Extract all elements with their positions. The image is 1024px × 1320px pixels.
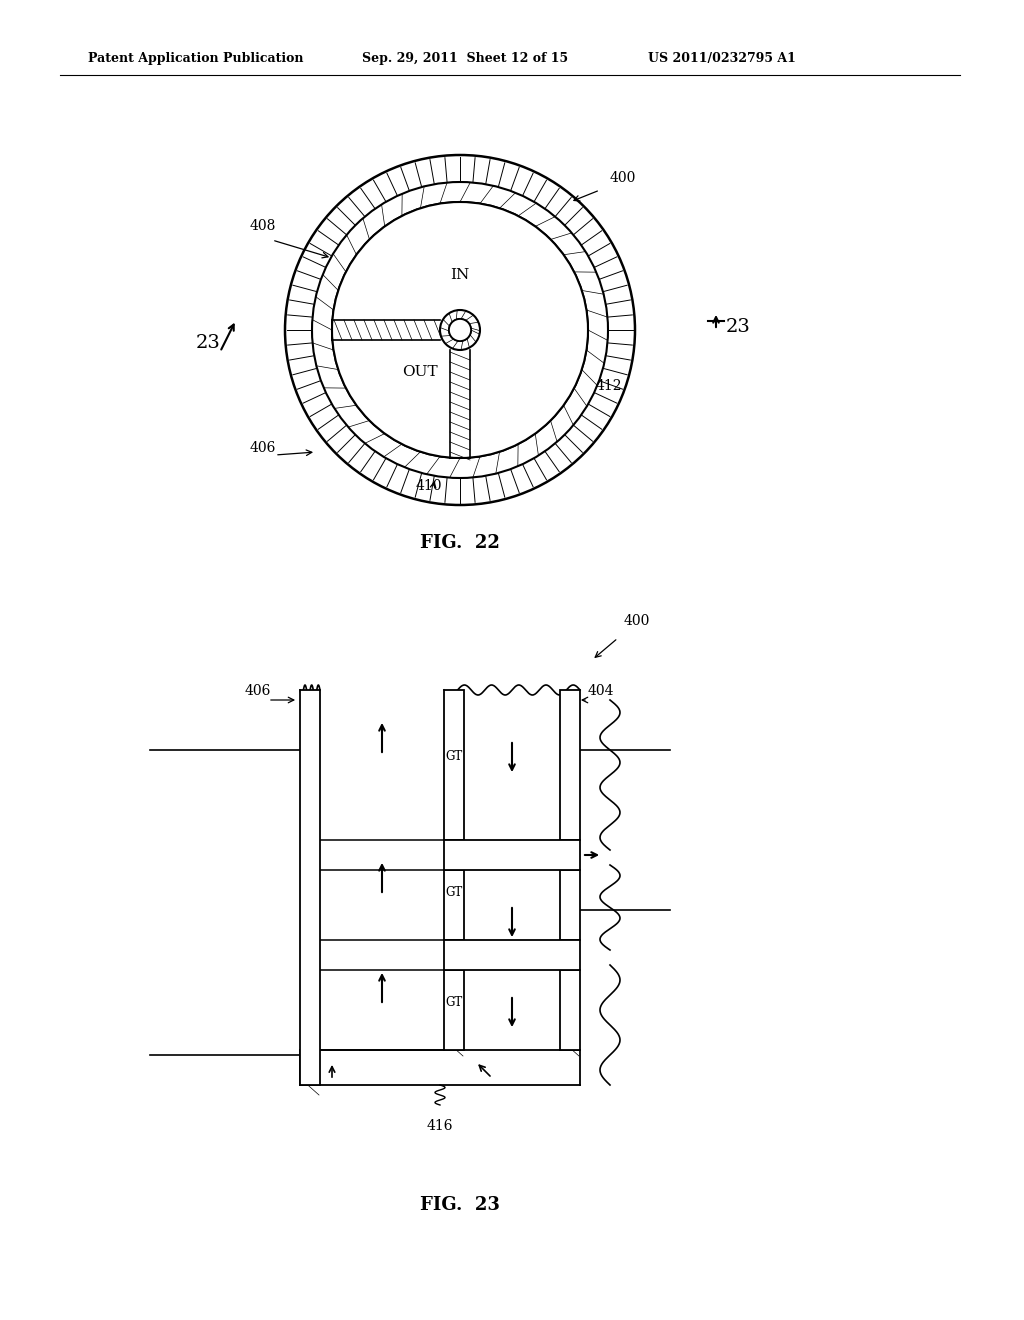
Bar xyxy=(560,870,580,940)
Text: 400: 400 xyxy=(610,172,636,185)
Text: 404: 404 xyxy=(535,286,561,301)
Bar xyxy=(444,940,580,970)
Circle shape xyxy=(440,310,480,350)
Text: 412: 412 xyxy=(596,379,623,393)
Text: GT: GT xyxy=(445,995,463,1008)
Bar xyxy=(444,840,580,870)
Circle shape xyxy=(332,202,588,458)
Text: OUT: OUT xyxy=(402,366,438,379)
Text: 410: 410 xyxy=(416,479,442,492)
Bar xyxy=(300,690,319,1085)
Text: FIG.  22: FIG. 22 xyxy=(420,535,500,552)
Text: Patent Application Publication: Patent Application Publication xyxy=(88,51,303,65)
Circle shape xyxy=(312,182,608,478)
Text: US 2011/0232795 A1: US 2011/0232795 A1 xyxy=(648,51,796,65)
Text: FIG.  23: FIG. 23 xyxy=(420,1196,500,1214)
Text: GT: GT xyxy=(445,886,463,899)
Text: 416: 416 xyxy=(427,1119,454,1133)
Text: 408: 408 xyxy=(250,219,276,234)
Text: 406: 406 xyxy=(250,441,276,455)
Bar xyxy=(444,970,464,1049)
Bar xyxy=(444,870,464,940)
Text: GT: GT xyxy=(445,750,463,763)
Text: 23: 23 xyxy=(726,318,751,337)
Bar xyxy=(560,690,580,840)
Text: Sep. 29, 2011  Sheet 12 of 15: Sep. 29, 2011 Sheet 12 of 15 xyxy=(362,51,568,65)
Text: 406: 406 xyxy=(245,684,271,698)
Bar xyxy=(444,690,464,840)
Circle shape xyxy=(332,202,588,458)
Bar xyxy=(560,970,580,1049)
Text: 23: 23 xyxy=(196,334,221,352)
Circle shape xyxy=(449,319,471,341)
Circle shape xyxy=(449,319,471,341)
Text: 400: 400 xyxy=(624,614,650,628)
Text: IN: IN xyxy=(451,268,470,282)
Text: 404: 404 xyxy=(588,684,614,698)
